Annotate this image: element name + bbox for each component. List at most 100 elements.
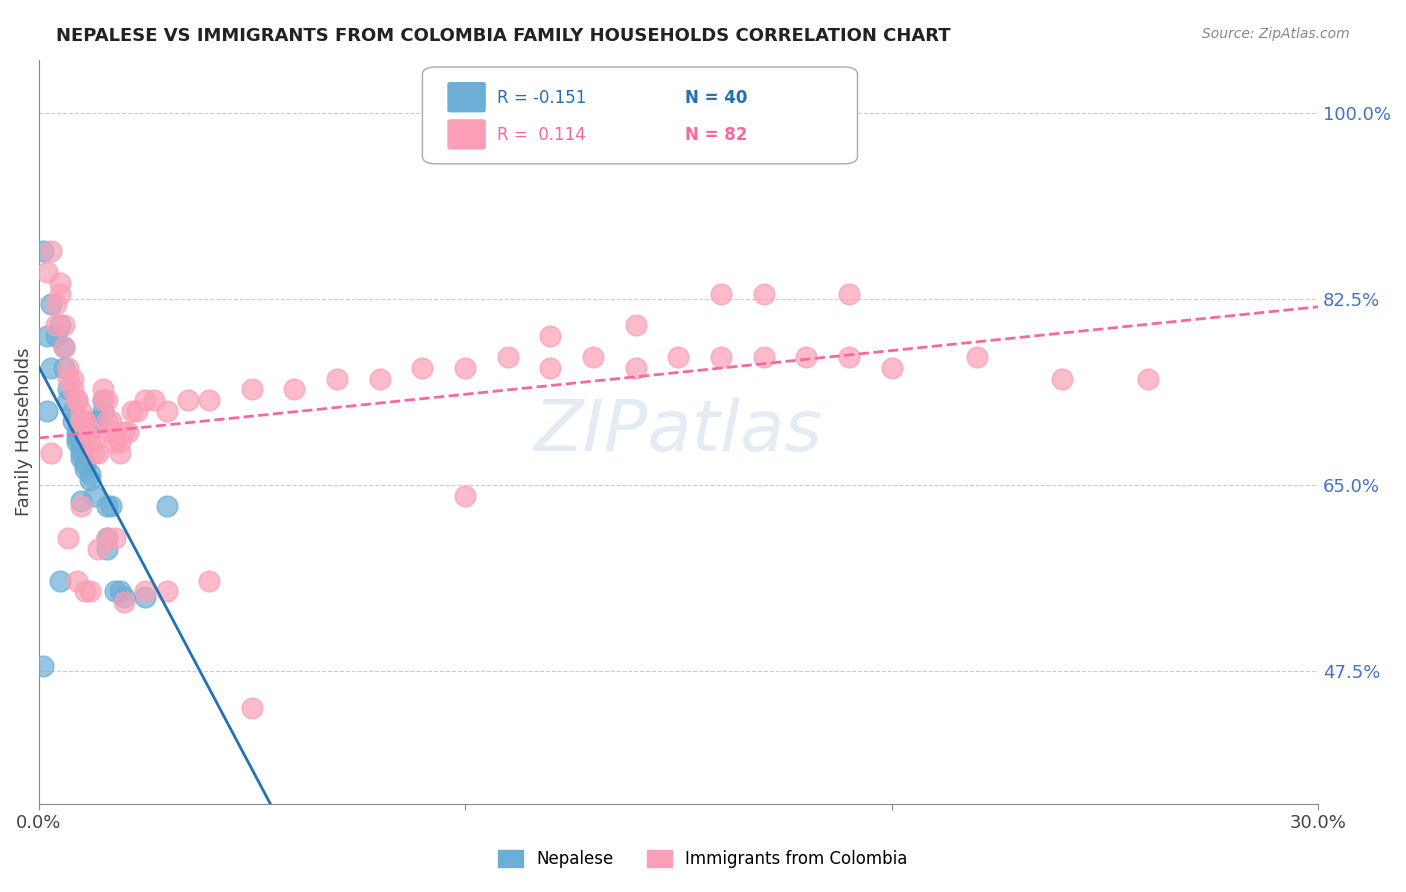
FancyBboxPatch shape (449, 83, 485, 112)
Text: NEPALESE VS IMMIGRANTS FROM COLOMBIA FAMILY HOUSEHOLDS CORRELATION CHART: NEPALESE VS IMMIGRANTS FROM COLOMBIA FAM… (56, 27, 950, 45)
Point (87, 446, 110, 460)
Point (198, 574, 221, 588)
Point (45, 297, 67, 311)
Point (66, 392, 89, 407)
Point (121, 403, 143, 417)
Point (70, 414, 93, 428)
Point (62, 371, 84, 385)
Point (70, 494, 93, 508)
Point (75, 425, 97, 439)
Point (496, 351, 519, 365)
Point (58, 392, 80, 407)
Point (91, 392, 114, 407)
Point (117, 425, 139, 439)
Point (53, 318, 76, 333)
Point (108, 584, 131, 599)
Point (75, 584, 97, 599)
Point (710, 286, 733, 301)
Point (96, 531, 118, 545)
Point (49, 318, 72, 333)
Point (966, 351, 988, 365)
Point (79, 435, 101, 450)
Point (752, 351, 775, 365)
Point (125, 403, 148, 417)
FancyBboxPatch shape (449, 120, 485, 149)
Point (58, 382, 80, 396)
Point (58, 531, 80, 545)
Point (70, 446, 93, 460)
Point (91, 392, 114, 407)
Point (155, 500, 177, 514)
Point (70, 414, 93, 428)
Point (198, 392, 221, 407)
Point (66, 425, 89, 439)
Point (58, 361, 80, 376)
Point (134, 590, 156, 604)
Point (326, 371, 349, 385)
Point (752, 286, 775, 301)
Text: N = 82: N = 82 (685, 126, 747, 144)
Point (538, 361, 561, 376)
Text: Source: ZipAtlas.com: Source: ZipAtlas.com (1202, 27, 1350, 41)
Point (368, 371, 391, 385)
Point (49, 276, 72, 290)
Point (41, 446, 63, 460)
Point (83, 435, 105, 450)
Point (100, 500, 122, 514)
Point (41, 244, 63, 258)
Point (31, 658, 53, 673)
Point (666, 351, 689, 365)
Point (177, 392, 200, 407)
Point (79, 425, 101, 439)
Point (70, 441, 93, 455)
Point (454, 489, 477, 503)
Point (134, 392, 156, 407)
Point (87, 414, 110, 428)
Point (91, 403, 114, 417)
Point (66, 574, 89, 588)
Point (70, 451, 93, 466)
Point (104, 531, 127, 545)
Point (794, 351, 817, 365)
Point (70, 500, 93, 514)
Legend: Nepalese, Immigrants from Colombia: Nepalese, Immigrants from Colombia (492, 843, 914, 875)
Point (104, 584, 127, 599)
Point (70, 403, 93, 417)
Point (75, 414, 97, 428)
Point (454, 361, 477, 376)
Point (79, 467, 101, 482)
Point (240, 701, 263, 715)
Text: N = 40: N = 40 (685, 88, 747, 106)
Point (134, 584, 156, 599)
Point (83, 446, 105, 460)
Point (155, 584, 177, 599)
Point (75, 462, 97, 476)
Point (96, 392, 118, 407)
Point (58, 371, 80, 385)
Point (35, 403, 58, 417)
Point (83, 489, 105, 503)
Point (96, 541, 118, 556)
Point (91, 382, 114, 396)
Point (62, 414, 84, 428)
Text: R = -0.151: R = -0.151 (496, 88, 586, 106)
Point (112, 595, 135, 609)
Point (79, 584, 101, 599)
Y-axis label: Family Households: Family Households (15, 348, 32, 516)
Point (100, 425, 122, 439)
Point (624, 318, 647, 333)
Point (62, 382, 84, 396)
Point (35, 265, 58, 279)
Point (83, 414, 105, 428)
Point (104, 435, 127, 450)
Point (31, 244, 53, 258)
Point (66, 435, 89, 450)
Point (142, 392, 165, 407)
Point (41, 297, 63, 311)
Point (66, 392, 89, 407)
Point (582, 351, 605, 365)
FancyBboxPatch shape (422, 67, 858, 164)
Point (710, 351, 733, 365)
Point (112, 425, 135, 439)
Text: R =  0.114: R = 0.114 (496, 126, 585, 144)
